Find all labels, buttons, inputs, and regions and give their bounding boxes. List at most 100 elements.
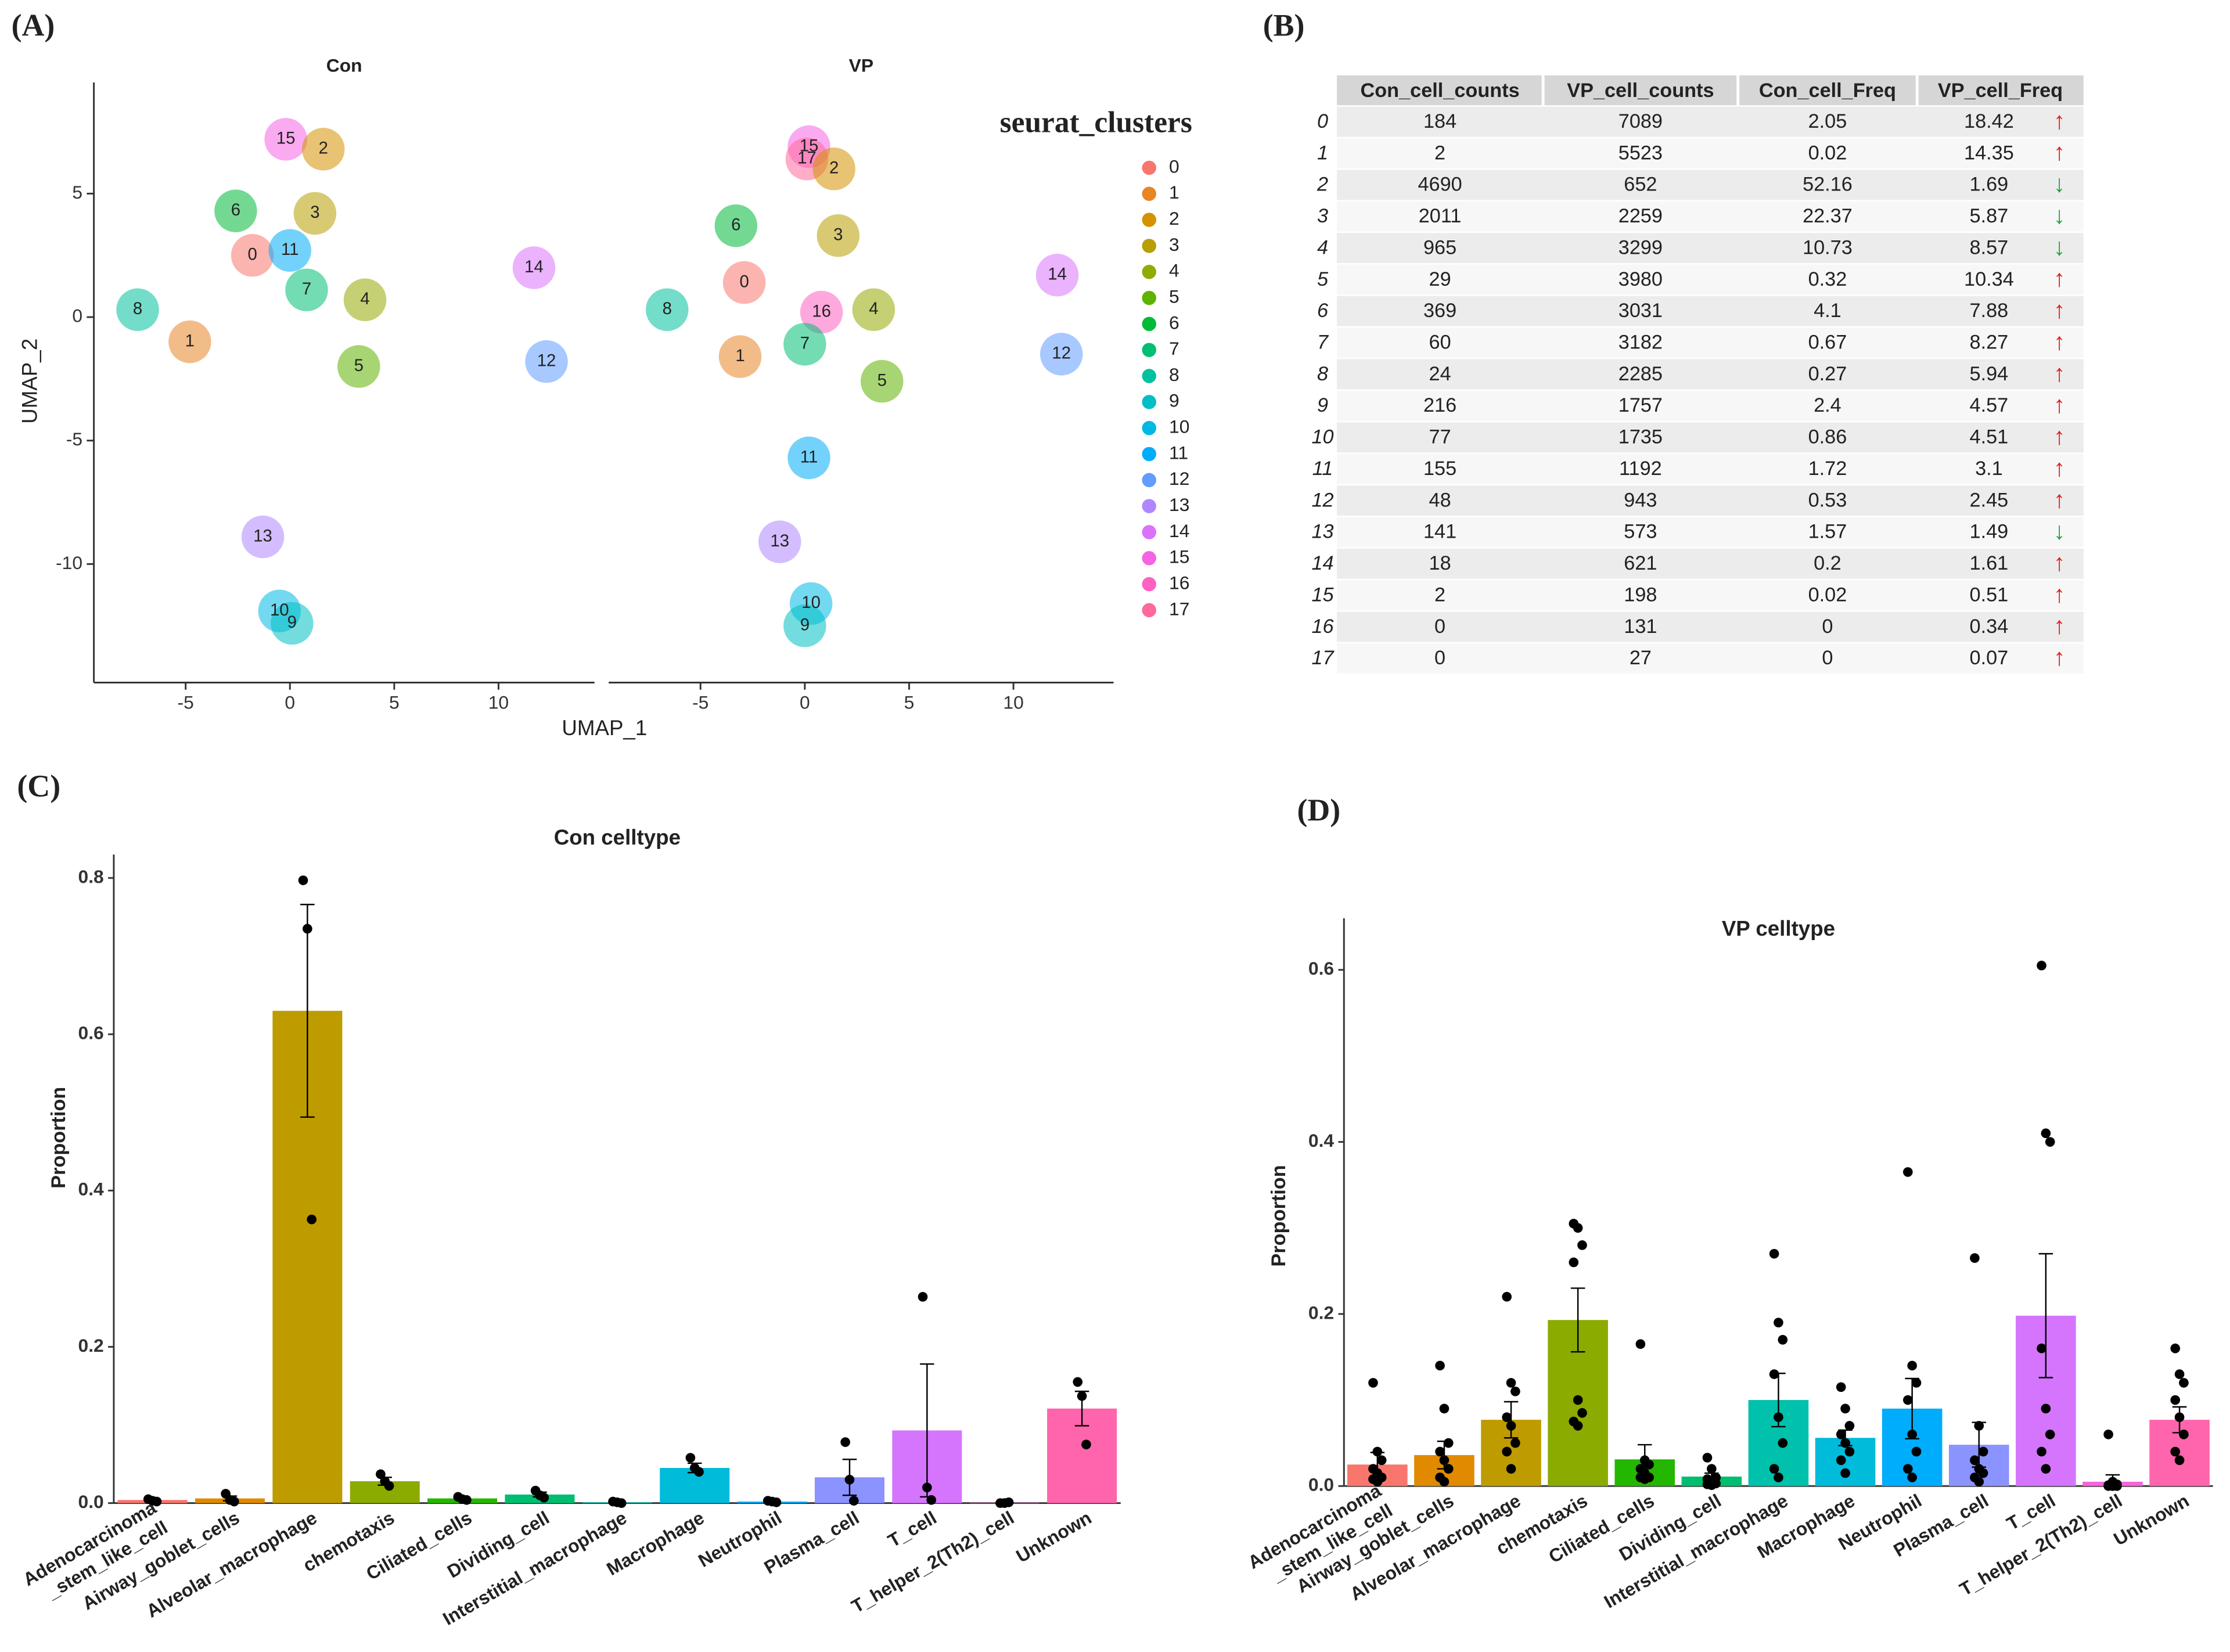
sample-point [2037, 1446, 2046, 1457]
table-row-bg [1337, 264, 2084, 295]
sample-point [1372, 1477, 1383, 1487]
table-header: VP_cell_Freq [1938, 80, 2063, 102]
error-bar [1504, 1401, 1519, 1439]
table-header-bg [1337, 75, 2084, 106]
trend-arrow: ↑ [2053, 107, 2066, 134]
table-cell: 7.88 [1970, 300, 2009, 322]
x-tick-label: 0 [800, 692, 810, 713]
table-cell: 5.94 [1970, 363, 2009, 385]
sample-point [1907, 1429, 1917, 1439]
legend-label: 14 [1169, 520, 1189, 541]
table-cell: 0 [1822, 647, 1833, 669]
cluster-label: 8 [133, 299, 142, 318]
y-axis-label: Proportion [48, 1087, 70, 1189]
table-cell: 27 [1630, 647, 1652, 669]
x-tick-label: 5 [904, 692, 915, 713]
table-cell: 573 [1624, 521, 1657, 543]
cluster-point [264, 118, 307, 161]
y-tick-label: 0.8 [78, 866, 104, 887]
legend-label: 0 [1169, 156, 1179, 177]
sample-point [1439, 1403, 1450, 1414]
table-cell: 2.45 [1970, 489, 2009, 511]
sample-point [1639, 1474, 1650, 1484]
sample-point [1372, 1446, 1383, 1457]
cluster-label: 12 [537, 351, 556, 370]
table-row-bg [1337, 517, 2084, 548]
cluster-point [302, 128, 345, 171]
table-cell: 2011 [1419, 205, 1462, 227]
trend-arrow: ↑ [2053, 643, 2066, 671]
table-cell: 18 [1429, 552, 1451, 574]
trend-arrow: ↑ [2053, 454, 2066, 481]
table-cell: 0.51 [1970, 584, 2009, 606]
table-row-bg [1337, 485, 2084, 516]
table-cell: 14.35 [1964, 142, 2014, 164]
sample-point [1702, 1452, 1713, 1463]
sample-point [1974, 1421, 1984, 1431]
sample-point [2045, 1429, 2055, 1439]
table-cell: 10.73 [1803, 236, 1853, 258]
legend-swatch [1142, 499, 1157, 513]
y-tick-label: 5 [72, 182, 82, 203]
cluster-label: 10 [270, 600, 289, 620]
table-cell: 1.72 [1808, 458, 1847, 480]
table-cell: 0.86 [1808, 426, 1847, 448]
trend-arrow: ↑ [2053, 580, 2066, 607]
cluster-label: 14 [1048, 265, 1067, 284]
y-tick-label: 0.0 [1308, 1474, 1334, 1495]
table-row-label: 1 [1317, 142, 1328, 164]
y-tick-label: 0.6 [1308, 958, 1334, 979]
sample-point [2174, 1455, 2185, 1466]
table-cell: 0.07 [1970, 647, 2009, 669]
legend-swatch [1142, 395, 1157, 409]
cluster-point [337, 345, 380, 388]
trend-arrow: ↓ [2053, 233, 2066, 260]
cluster-label: 12 [1052, 344, 1071, 363]
trend-arrow: ↑ [2053, 265, 2066, 292]
sample-point [1707, 1480, 1717, 1491]
cluster-label: 2 [319, 139, 328, 158]
table-row-bg [1337, 548, 2084, 579]
sample-point [1902, 1395, 1913, 1405]
sample-point [922, 1482, 932, 1492]
table-cell: 4.51 [1970, 426, 2009, 448]
cluster-label: 5 [354, 356, 364, 375]
x-tick-label: 0 [285, 692, 295, 713]
sample-point [229, 1496, 239, 1507]
legend-swatch [1142, 343, 1157, 357]
table-cell: 2259 [1618, 205, 1663, 227]
sample-point [1844, 1446, 1855, 1457]
table-header: Con_cell_counts [1360, 80, 1519, 102]
sample-point [1844, 1421, 1855, 1431]
sample-point [1974, 1477, 1984, 1487]
sample-point [1778, 1334, 1788, 1345]
legend-label: 7 [1169, 338, 1179, 359]
table-cell: 184 [1423, 110, 1456, 132]
table-cell: 1735 [1618, 426, 1663, 448]
sample-point [2037, 1343, 2046, 1354]
table-cell: 52.16 [1803, 174, 1853, 196]
sample-point [307, 1214, 317, 1225]
legend-swatch [1142, 186, 1157, 201]
table-header: VP_cell_counts [1567, 80, 1714, 102]
sample-point [1368, 1378, 1378, 1388]
table-row-label: 8 [1317, 363, 1328, 385]
table-cell: 10.34 [1964, 268, 2014, 290]
y-tick-label: 0.6 [78, 1023, 104, 1043]
sample-point [1769, 1464, 1779, 1474]
sample-point [1840, 1403, 1850, 1414]
table-cell: 7089 [1618, 110, 1663, 132]
trend-arrow: ↑ [2053, 423, 2066, 450]
cluster-point [861, 359, 904, 403]
cluster-point [168, 320, 211, 363]
legend-swatch [1142, 160, 1157, 175]
table-cell: 0.67 [1808, 332, 1847, 354]
cluster-label: 16 [812, 301, 831, 321]
chart-title: VP [849, 55, 873, 76]
cluster-label: 10 [801, 593, 821, 612]
table-row-label: 14 [1311, 552, 1333, 574]
table-cell: 8.57 [1970, 236, 2009, 258]
table-row-label: 13 [1311, 521, 1333, 543]
table-cell: 198 [1624, 584, 1657, 606]
table-cell: 1.61 [1970, 552, 2009, 574]
